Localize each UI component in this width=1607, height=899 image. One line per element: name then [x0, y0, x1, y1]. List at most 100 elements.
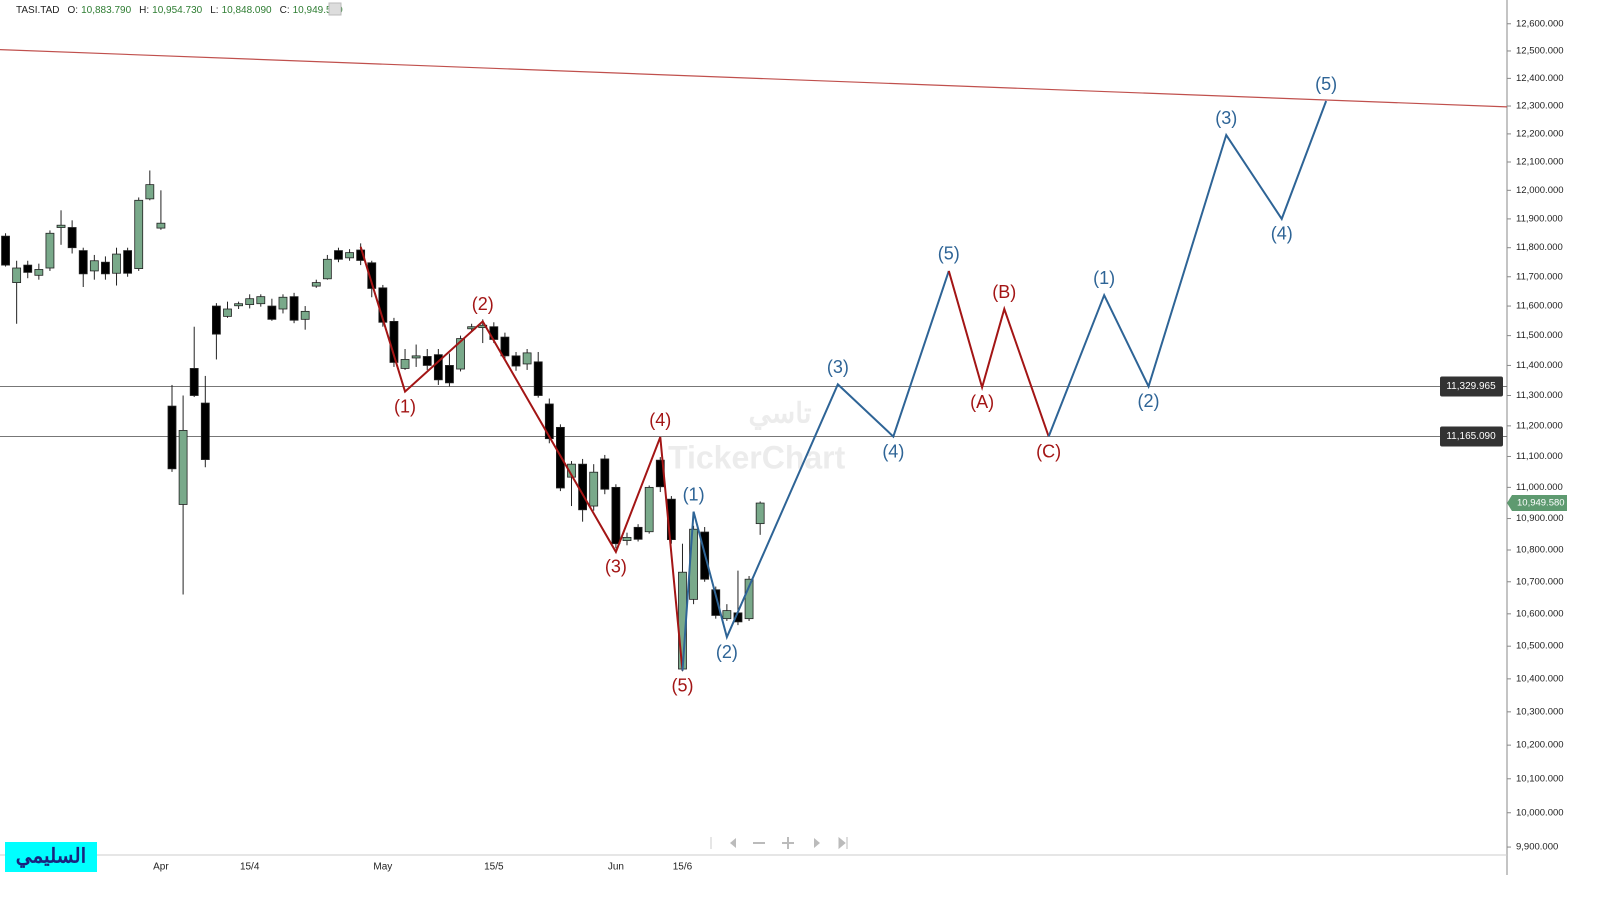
candle-body [367, 262, 377, 289]
x-tick-label: Apr [153, 862, 169, 873]
y-tick-label: 10,100.000 [1516, 773, 1564, 784]
header-value: 10,883.790 [81, 5, 131, 16]
wave-label: (1) [1093, 268, 1115, 288]
y-tick-label: 12,300.000 [1516, 101, 1564, 112]
candle-body [45, 232, 55, 269]
candle-body [411, 355, 421, 359]
wave-label: (3) [605, 557, 627, 577]
candle-body [101, 261, 110, 275]
wave-label: (4) [1271, 224, 1293, 244]
candle-body [522, 352, 532, 365]
candle-body [600, 458, 610, 490]
candle-body [400, 359, 410, 369]
candle-body [533, 361, 543, 396]
y-tick-label: 11,300.000 [1516, 390, 1563, 401]
y-tick-label: 11,200.000 [1516, 420, 1563, 431]
wave-line [359, 246, 684, 671]
y-tick-label: 11,100.000 [1516, 451, 1563, 462]
candle-body [145, 184, 155, 200]
header-key: C: [280, 5, 290, 16]
candle-body [12, 267, 22, 283]
y-tick-label: 11,400.000 [1516, 360, 1563, 371]
candle-body [289, 296, 299, 321]
trendline [0, 48, 1508, 108]
wave-line [681, 270, 950, 671]
wave-label: (B) [992, 282, 1016, 302]
nav-end[interactable] [838, 836, 848, 850]
candle-body [456, 338, 465, 370]
candle-body [311, 282, 321, 287]
candle-body [123, 250, 133, 274]
header-value: 10,954.730 [152, 5, 202, 16]
header: TASI.TAD O: 10,883.790 H: 10,954.730 L: 10,848… [16, 5, 343, 16]
y-tick-label: 12,600.000 [1516, 18, 1564, 29]
candle-body [223, 308, 232, 317]
y-tick-label: 12,200.000 [1516, 128, 1564, 139]
y-tick-label: 10,300.000 [1516, 706, 1564, 717]
candle-body [67, 227, 77, 249]
candle-body [300, 310, 310, 320]
candle-body [711, 589, 721, 616]
wave-label: (1) [683, 484, 705, 504]
y-tick-label: 10,900.000 [1516, 513, 1564, 524]
y-tick-label: 12,000.000 [1516, 185, 1564, 196]
candle-body [34, 269, 44, 276]
candle-body [56, 224, 66, 228]
y-tick-label: 12,100.000 [1516, 157, 1564, 168]
wave-label: (2) [472, 294, 494, 314]
y-tick-label: 11,000.000 [1516, 482, 1563, 493]
last-price-label: 10,949.580 [1517, 498, 1565, 509]
header-key: L: [210, 5, 218, 16]
last-price-tag [1507, 495, 1567, 512]
candle-body [1, 235, 10, 266]
wave-label: (5) [1315, 74, 1337, 94]
candle-body [622, 536, 632, 541]
y-tick-label: 11,900.000 [1516, 213, 1563, 224]
candle-body [644, 486, 654, 533]
wave-line [947, 270, 1050, 437]
wave-label: (1) [394, 396, 416, 416]
candle-body [445, 365, 454, 384]
candle-body [78, 250, 88, 275]
candle-body [722, 610, 732, 620]
x-tick-label: 15/5 [484, 862, 504, 873]
x-tick-label: May [373, 862, 392, 873]
candle-body [256, 296, 266, 305]
symbol: TASI.TAD [16, 5, 60, 16]
candle-body [611, 486, 621, 545]
wave-label: (2) [716, 642, 738, 662]
y-tick-label: 11,800.000 [1516, 242, 1563, 253]
header-button[interactable] [328, 2, 342, 16]
hline-label-box [1440, 376, 1503, 397]
watermark: TickerChart [668, 439, 846, 475]
header-key: H: [139, 5, 149, 16]
candle-body [89, 260, 99, 272]
candle-body [511, 355, 521, 367]
candle-body [156, 222, 166, 229]
y-tick-label: 10,800.000 [1516, 545, 1564, 556]
nav-controls[interactable] [710, 836, 848, 850]
candle-body [245, 298, 255, 305]
wave-label: (4) [649, 410, 671, 430]
hline-label-box [1440, 426, 1503, 447]
nav-right[interactable] [814, 838, 820, 848]
y-tick-label: 10,000.000 [1516, 807, 1564, 818]
y-tick-label: 10,700.000 [1516, 576, 1564, 587]
nav-left[interactable] [730, 838, 736, 848]
y-tick-label: 12,400.000 [1516, 73, 1564, 84]
candle-body [433, 354, 443, 381]
wave-label: (A) [970, 392, 994, 412]
wave-label: (2) [1138, 391, 1160, 411]
wave-label: (5) [938, 244, 960, 264]
candle-body [578, 463, 588, 511]
candle-body [544, 403, 554, 440]
wave-label: (C) [1036, 441, 1061, 461]
logo: السليمي [16, 845, 86, 868]
candle-body [23, 264, 33, 273]
nav-zoom-in[interactable] [782, 837, 794, 849]
header-value: 10,848.090 [222, 5, 272, 16]
candle-body [322, 258, 332, 280]
